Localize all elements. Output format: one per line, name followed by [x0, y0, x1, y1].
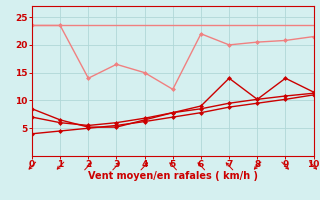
X-axis label: Vent moyen/en rafales ( km/h ): Vent moyen/en rafales ( km/h ): [88, 171, 258, 181]
